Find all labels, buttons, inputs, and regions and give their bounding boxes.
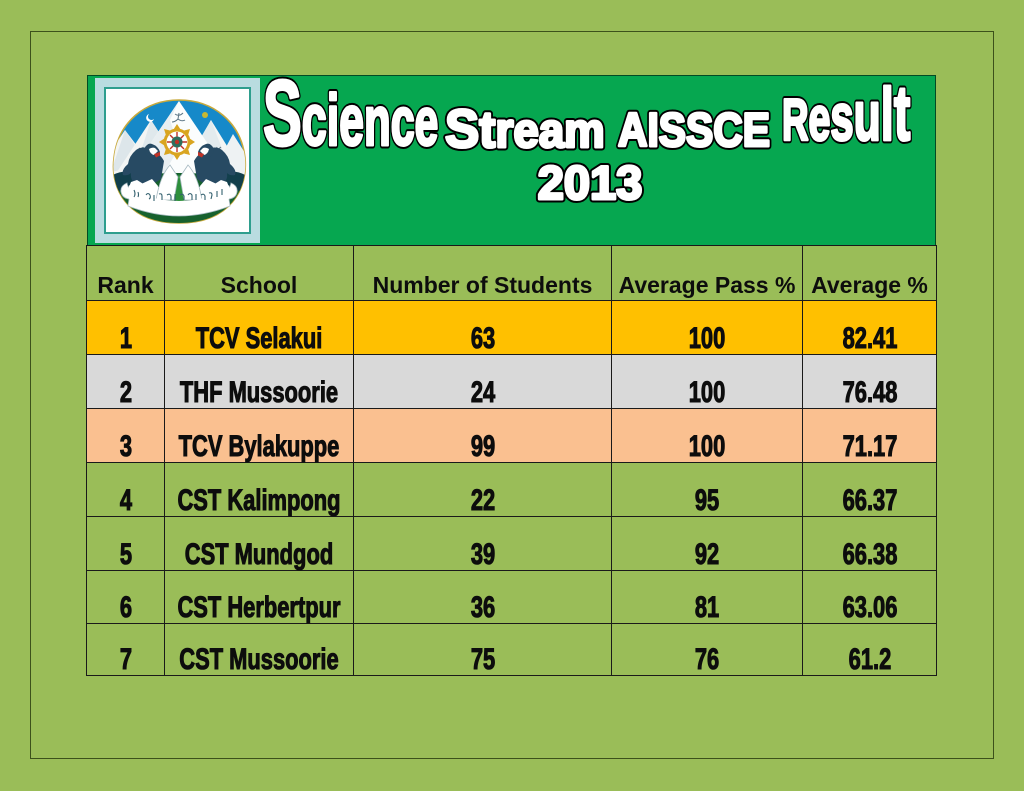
svg-text:Result: Result xyxy=(782,75,910,157)
svg-text:2013: 2013 xyxy=(538,156,643,209)
svg-text:2013: 2013 xyxy=(538,156,643,209)
svg-text:Stream: Stream xyxy=(445,99,605,159)
svg-text:Result: Result xyxy=(782,75,910,157)
svg-text:Science: Science xyxy=(263,75,438,165)
svg-text:AISSCE: AISSCE xyxy=(618,104,770,156)
svg-text:Science: Science xyxy=(263,75,438,165)
svg-text:Stream: Stream xyxy=(445,99,605,159)
svg-text:AISSCE: AISSCE xyxy=(618,104,770,156)
